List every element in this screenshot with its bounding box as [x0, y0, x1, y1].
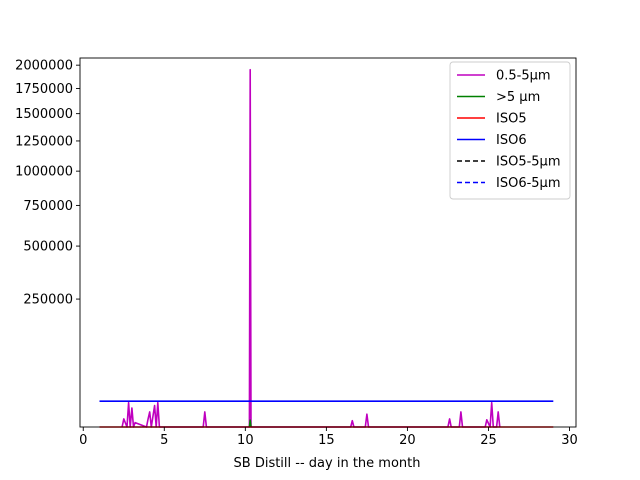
series-line-1: [248, 419, 252, 428]
x-tick-label: 15: [318, 433, 335, 448]
y-tick-label: 2000000: [15, 59, 73, 74]
y-tick-label: 1500000: [15, 107, 73, 122]
y-tick-label: 1250000: [15, 134, 73, 149]
plot-area: 0 5 10 15 20 25 30 250000 500000 750000 1000000 125…: [15, 57, 578, 448]
x-tick-label: 0: [79, 433, 87, 448]
y-tick-label: 250000: [23, 293, 73, 308]
x-axis-label: SB Distill -- day in the month: [234, 456, 421, 471]
series-line-0: [121, 68, 501, 428]
x-tick-label: 5: [160, 433, 168, 448]
legend-label: 0.5-5µm: [496, 69, 551, 84]
x-tick-label: 20: [399, 433, 416, 448]
y-tick-label: 500000: [23, 240, 73, 255]
legend-label: ISO6-5µm: [496, 176, 561, 191]
legend-label: >5 µm: [496, 90, 540, 105]
x-tick-label: 25: [480, 433, 497, 448]
y-tick-label: 1750000: [15, 82, 73, 97]
axes-frame: [79, 57, 577, 428]
y-tick-label: 1000000: [15, 165, 73, 180]
legend: 0.5-5µm >5 µm ISO5 ISO6 ISO5-5µm ISO6-5µm: [449, 61, 571, 200]
legend-label: ISO5: [496, 112, 527, 127]
legend-label: ISO5-5µm: [496, 155, 561, 170]
x-tick-label: 10: [237, 433, 254, 448]
legend-label: ISO6: [496, 133, 527, 148]
x-tick-label: 30: [561, 433, 578, 448]
y-tick-label: 750000: [23, 199, 73, 214]
